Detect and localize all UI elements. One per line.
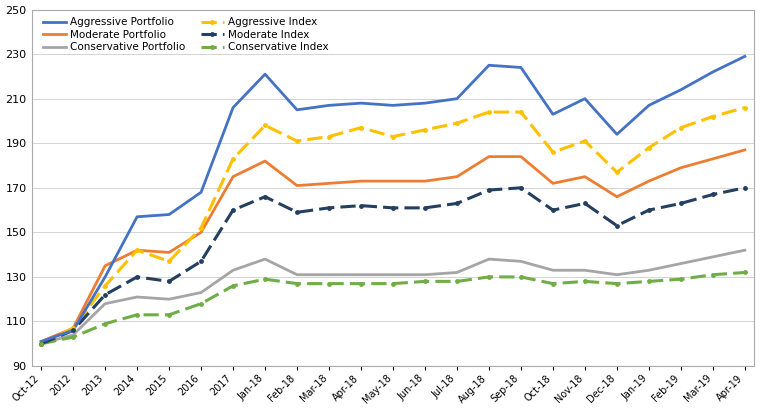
Legend: Aggressive Portfolio, Moderate Portfolio, Conservative Portfolio, Aggressive Ind: Aggressive Portfolio, Moderate Portfolio… — [39, 13, 333, 57]
